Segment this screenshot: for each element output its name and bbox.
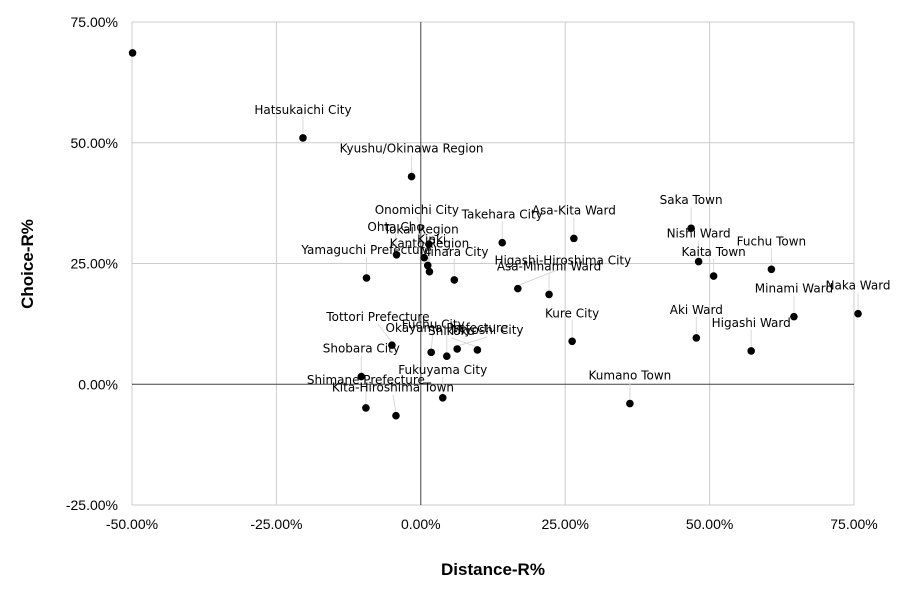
data-point (425, 240, 433, 248)
data-point (453, 345, 461, 353)
data-point (425, 267, 434, 276)
data-point (438, 393, 447, 402)
label-leader-line (457, 336, 488, 347)
point-label: Kanto Region (390, 237, 470, 251)
tick-labels: -50.00% -25.00% 0.00% 25.00% 50.00% 75.00% -25… (66, 14, 878, 532)
y-tick-label: 0.00% (78, 376, 118, 392)
point-label: Asa-Kita Ward (532, 203, 616, 217)
data-point (767, 265, 776, 274)
point-label: Fuchu Town (737, 234, 807, 248)
data-point (747, 347, 755, 355)
x-tick-label: 75.00% (830, 516, 877, 532)
data-point (790, 312, 798, 321)
data-point (687, 224, 695, 233)
label-leader-line (377, 323, 393, 343)
point-label: Higashi-Hiroshima City (494, 254, 631, 268)
data-point (128, 49, 137, 57)
label-leader-line (392, 394, 397, 413)
data-point (299, 134, 307, 142)
data-point (626, 399, 634, 408)
label-leader-line (395, 233, 398, 252)
point-label: Naka Ward (826, 279, 891, 293)
point-label: Kumano Town (589, 369, 672, 383)
point-label: Shikoku (428, 324, 475, 338)
point-label: Miyoshi City (451, 323, 524, 337)
data-point (568, 337, 576, 346)
label-leader-line (451, 337, 478, 348)
point-label: Higashi Ward (712, 316, 791, 330)
label-leader-line (430, 331, 434, 350)
point-label: Nishi Ward (667, 227, 731, 241)
data-point (514, 284, 522, 293)
x-tick-label: 25.00% (541, 516, 588, 532)
y-tick-label: -25.00% (66, 497, 118, 513)
data-point (692, 334, 701, 342)
point-label: Kita-Hiroshima Town (332, 381, 454, 395)
data-point (388, 341, 396, 349)
data-point (407, 172, 416, 181)
point-labels: Hatsukaichi City Kyushu/Okinawa Region Ono… (254, 103, 890, 395)
y-tick-label: 75.00% (71, 14, 118, 30)
data-point (570, 234, 578, 243)
x-tick-label: -25.00% (250, 516, 302, 532)
label-leader-lines (302, 116, 859, 413)
data-point (357, 372, 366, 381)
label-leader-line (416, 216, 430, 242)
data-point (362, 274, 371, 282)
point-label: Fuchu City (402, 317, 465, 331)
x-tick-label: -50.00% (106, 516, 158, 532)
axes (132, 22, 854, 505)
point-label: Mihara City (420, 245, 488, 259)
point-label: Onomichi City (375, 203, 459, 217)
point-label: Aki Ward (670, 303, 723, 317)
data-points (128, 49, 862, 420)
point-label: Shobara City (323, 342, 400, 356)
x-tick-label: 50.00% (686, 516, 733, 532)
point-label: Hatsukaichi City (254, 103, 351, 117)
point-label: Tokai Region (383, 223, 459, 237)
point-label: Ohta Cho (367, 220, 423, 234)
point-label: Takehara City (461, 208, 543, 222)
x-axis-title: Distance-R% (441, 560, 545, 579)
data-point (854, 309, 862, 318)
point-label: Kinki (417, 232, 446, 246)
point-label: Minami Ward (755, 282, 833, 296)
point-label: Fukuyama City (398, 363, 487, 377)
data-point (545, 290, 553, 299)
point-label: Shimane Prefecture (307, 373, 425, 387)
label-leader-line (420, 236, 425, 255)
data-point (427, 348, 435, 357)
point-label: Okayama Prefecture (386, 321, 509, 335)
point-label: Tottori Prefecture (325, 310, 429, 324)
data-point (392, 411, 400, 420)
point-label: Kyushu/Okinawa Region (340, 142, 484, 156)
data-point (420, 253, 429, 262)
data-point (442, 352, 451, 361)
label-leader-line (517, 267, 564, 287)
grid-lines (131, 21, 855, 506)
data-point (473, 346, 482, 354)
y-tick-label: 25.00% (71, 256, 118, 272)
data-point (392, 251, 401, 259)
data-point (498, 238, 507, 247)
point-label: Kure City (545, 306, 599, 320)
x-tick-label: 0.00% (401, 516, 441, 532)
point-label: Yamaguchi Prefecture (300, 243, 431, 257)
data-point (450, 276, 459, 284)
y-tick-label: 50.00% (71, 135, 118, 151)
point-label: Saka Town (660, 193, 723, 207)
data-point (423, 261, 432, 270)
point-label: Kaita Town (682, 245, 746, 259)
data-point (362, 404, 370, 412)
data-point (709, 272, 718, 280)
y-axis-title: Choice-R% (18, 219, 37, 309)
point-label: Asa-Minami Ward (497, 259, 601, 273)
data-point (694, 257, 703, 266)
